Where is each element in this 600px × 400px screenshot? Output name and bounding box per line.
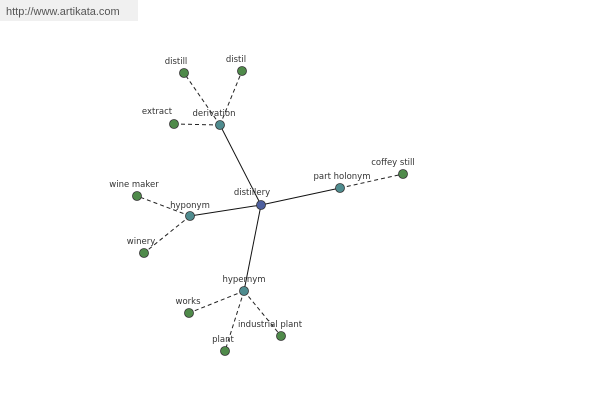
node-label: distillery: [234, 188, 270, 198]
node-label: distil: [226, 55, 246, 65]
word-edge: [173, 123, 221, 126]
site-url[interactable]: http://www.artikata.com: [6, 6, 120, 18]
word-edge: [243, 290, 282, 337]
node-label: winery: [127, 237, 155, 247]
node-label: plant: [212, 335, 234, 345]
word-edge: [143, 215, 191, 254]
node[interactable]: [237, 66, 247, 76]
nodes: distillery derivation hyponym hypernym part …: [109, 55, 415, 356]
node[interactable]: [276, 331, 286, 341]
relation-edge: [219, 124, 262, 206]
node-label: derivation: [192, 109, 235, 119]
edges: [136, 70, 404, 352]
word-edge: [224, 290, 245, 352]
word-edge: [188, 290, 245, 314]
word-edge: [136, 195, 191, 217]
node-label: works: [176, 297, 202, 307]
word-edge: [219, 70, 243, 126]
node[interactable]: [169, 119, 179, 129]
node-label: wine maker: [109, 180, 159, 190]
node[interactable]: [239, 286, 249, 296]
node-label: industrial plant: [238, 320, 303, 330]
node[interactable]: [132, 191, 142, 201]
node[interactable]: [335, 183, 345, 193]
node[interactable]: [398, 169, 408, 179]
node-label: hypernym: [222, 275, 265, 285]
node-label: hyponym: [170, 201, 210, 211]
node[interactable]: [215, 120, 225, 130]
node-label: extract: [142, 107, 173, 117]
relation-edge: [243, 204, 262, 292]
node[interactable]: [185, 211, 195, 221]
relation-edge: [260, 187, 341, 206]
node[interactable]: [179, 68, 189, 78]
word-edge: [339, 173, 404, 189]
node-label: coffey still: [371, 158, 415, 168]
node-label: distill: [165, 57, 188, 67]
node[interactable]: [184, 308, 194, 318]
node-label: part holonym: [314, 172, 371, 182]
node[interactable]: [139, 248, 149, 258]
relation-edge: [189, 204, 262, 217]
node[interactable]: [220, 346, 230, 356]
header-box: [0, 0, 138, 21]
node[interactable]: [256, 200, 266, 210]
word-edge: [183, 72, 221, 126]
